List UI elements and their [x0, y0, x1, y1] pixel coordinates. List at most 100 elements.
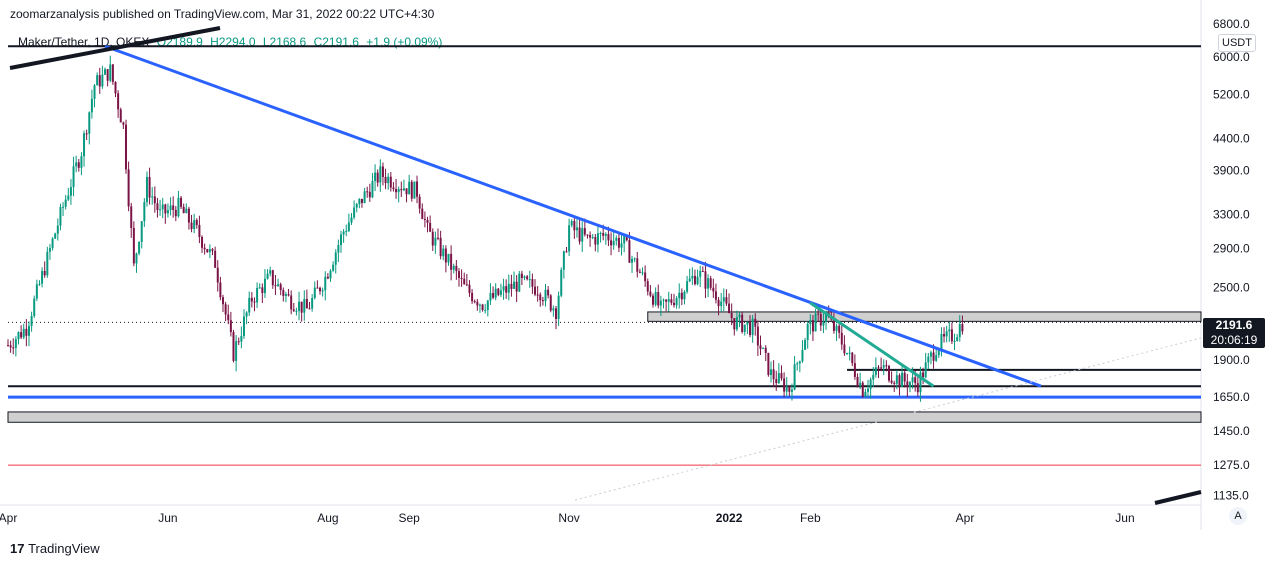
candle-body	[908, 382, 911, 388]
candle-body	[636, 258, 639, 272]
candle-body	[961, 324, 964, 332]
candle-body	[484, 309, 487, 311]
candle-body	[809, 320, 812, 325]
candle-body	[552, 308, 555, 311]
candle-body	[180, 197, 183, 207]
candle-body	[282, 290, 285, 296]
candle-body	[35, 284, 38, 299]
candle-body	[117, 93, 120, 110]
y-tick-label: 1275.0	[1213, 458, 1250, 472]
y-tick-label: 2500.0	[1213, 281, 1250, 295]
candle-body	[916, 383, 919, 393]
candle-body	[678, 292, 681, 299]
candle-body	[67, 195, 70, 200]
candle-body	[253, 301, 256, 303]
candle-body	[893, 382, 896, 384]
candle-body	[838, 325, 841, 333]
candle-body	[368, 191, 371, 198]
candle-body	[397, 189, 400, 193]
published-header: zoomarzanalysis published on TradingView…	[10, 7, 435, 21]
candle-body	[919, 372, 922, 393]
candle-body	[114, 81, 117, 94]
candle-body	[245, 312, 248, 317]
candle-body	[929, 352, 932, 357]
candle-body	[583, 228, 586, 235]
candle-body	[30, 316, 33, 326]
candle-body	[256, 287, 259, 303]
candle-body	[9, 345, 12, 348]
candle-body	[835, 325, 838, 331]
candle-body	[704, 271, 707, 289]
candle-body	[843, 344, 846, 354]
candle-body	[848, 352, 851, 354]
candle-body	[864, 391, 867, 397]
auto-scale-button[interactable]: A	[1229, 507, 1247, 525]
candle-body	[148, 176, 151, 198]
candle-body	[675, 298, 678, 306]
candle-body	[699, 270, 702, 277]
x-tick-label: Nov	[558, 511, 579, 525]
candle-body	[455, 265, 458, 272]
candle-body	[565, 251, 568, 253]
candle-body	[594, 237, 597, 245]
x-tick-label: 2022	[716, 511, 743, 525]
candle-body	[751, 318, 754, 336]
candle-body	[334, 252, 337, 265]
candle-body	[937, 349, 940, 356]
candle-body	[33, 298, 36, 317]
candle-body	[486, 300, 489, 310]
candle-body	[806, 324, 809, 341]
candle-body	[429, 222, 432, 232]
candle-body	[788, 386, 791, 392]
candle-body	[956, 337, 959, 341]
candle-body	[665, 299, 668, 302]
candle-body	[421, 208, 424, 219]
candle-body	[308, 308, 311, 310]
candle-body	[796, 363, 799, 365]
candle-body	[804, 340, 807, 350]
candle-body	[298, 301, 301, 311]
candle-body	[911, 377, 914, 383]
x-tick-label: Aug	[317, 511, 338, 525]
candle-body	[384, 176, 387, 184]
candle-body	[523, 276, 526, 278]
candle-body	[725, 297, 728, 304]
candle-body	[127, 169, 130, 207]
candle-body	[64, 199, 67, 207]
candle-body	[447, 253, 450, 263]
candle-body	[405, 188, 408, 195]
candle-body	[111, 64, 114, 82]
candle-body	[707, 278, 710, 289]
candle-body	[644, 272, 647, 282]
candle-body	[240, 336, 243, 342]
candle-body	[80, 156, 83, 168]
candle-body	[229, 320, 232, 333]
candle-body	[722, 297, 725, 302]
candle-body	[143, 202, 146, 222]
candle-body	[575, 227, 578, 231]
candle-body	[345, 230, 348, 232]
candle-body	[169, 205, 172, 211]
candle-body	[156, 203, 159, 211]
currency-label[interactable]: USDT	[1218, 34, 1256, 52]
candle-body	[735, 317, 738, 330]
last-price-value: 2191.6	[1215, 318, 1253, 332]
candle-body	[662, 299, 665, 301]
candle-body	[945, 331, 948, 337]
candle-body	[654, 292, 657, 305]
candle-body	[772, 369, 775, 380]
candle-body	[754, 318, 757, 327]
candle-body	[104, 69, 107, 75]
candle-body	[395, 189, 398, 193]
candle-body	[832, 319, 835, 331]
candle-body	[77, 162, 80, 168]
candle-body	[822, 321, 825, 326]
candle-body	[360, 198, 363, 204]
candle-body	[780, 373, 783, 379]
candle-body	[549, 295, 552, 311]
candle-body	[478, 304, 481, 306]
candle-body	[895, 375, 898, 384]
candle-body	[932, 352, 935, 361]
candle-body	[762, 347, 765, 349]
